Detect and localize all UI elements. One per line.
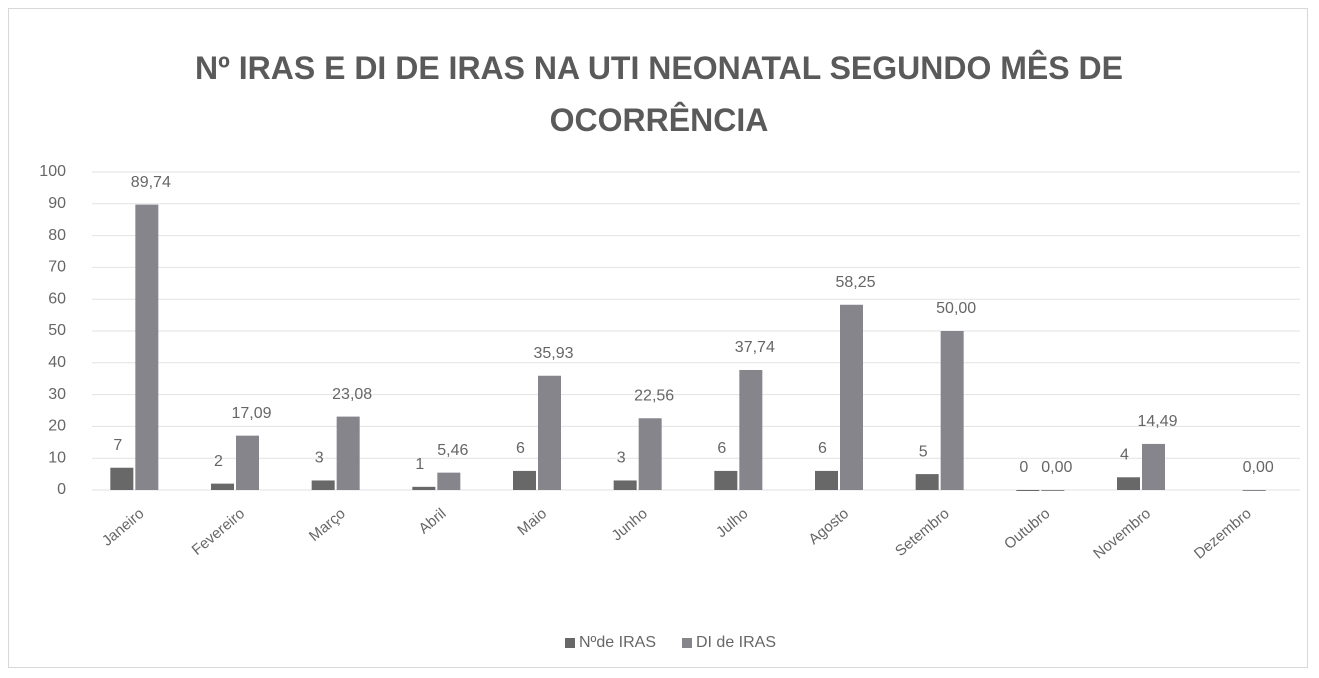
- x-tick-label: Junho: [609, 505, 651, 544]
- bar: [412, 486, 436, 490]
- data-label: 0,00: [1041, 459, 1072, 476]
- data-label: 0,00: [1243, 459, 1274, 476]
- x-tick-label: Julho: [713, 505, 751, 541]
- data-label: 37,74: [735, 339, 775, 356]
- bar: [1016, 490, 1040, 491]
- y-tick-label: 10: [48, 449, 66, 466]
- y-tick-label: 60: [48, 290, 66, 307]
- data-label: 58,25: [835, 274, 875, 291]
- data-label: 3: [315, 450, 324, 467]
- bar: [1142, 443, 1165, 490]
- x-tick-label: Abril: [416, 505, 450, 537]
- bar: [915, 474, 939, 490]
- legend-label: DI de IRAS: [696, 634, 776, 651]
- bar: [613, 480, 637, 490]
- data-label: 2: [214, 453, 223, 470]
- y-tick-label: 0: [57, 481, 66, 498]
- y-tick-label: 50: [48, 322, 66, 339]
- data-label: 22,56: [634, 387, 674, 404]
- data-label: 6: [717, 440, 726, 457]
- x-tick-label: Dezembro: [1191, 505, 1255, 563]
- bar: [236, 435, 259, 490]
- data-label: 14,49: [1137, 413, 1177, 430]
- bar: [135, 204, 159, 490]
- legend-label: Nºde IRAS: [579, 634, 656, 651]
- bar: [110, 467, 134, 490]
- y-tick-label: 100: [39, 163, 66, 180]
- bar: [437, 472, 461, 490]
- data-label: 3: [617, 450, 626, 467]
- data-label: 6: [818, 440, 827, 457]
- x-tick-label: Outubro: [1001, 505, 1053, 553]
- data-label: 1: [415, 456, 424, 473]
- bar: [638, 418, 662, 490]
- bar: [311, 480, 335, 490]
- bar: [538, 375, 561, 490]
- legend-swatch: [681, 638, 692, 648]
- x-tick-label: Setembro: [892, 505, 953, 560]
- y-tick-label: 30: [48, 386, 66, 403]
- bar: [815, 470, 838, 490]
- y-tick-label: 20: [48, 418, 66, 435]
- bar: [211, 483, 234, 490]
- chart-title: Nº IRAS E DI DE IRAS NA UTI NEONATAL SEG…: [195, 50, 1123, 138]
- bar: [513, 470, 536, 490]
- data-label: 50,00: [936, 300, 976, 317]
- bar: [1242, 490, 1266, 491]
- x-tick-label: Maio: [514, 505, 550, 539]
- bar: [840, 304, 863, 490]
- data-label: 7: [113, 437, 122, 454]
- x-tick-label: Março: [306, 505, 349, 545]
- x-tick-label: Agosto: [805, 505, 852, 548]
- data-label: 0: [1019, 459, 1028, 476]
- data-label: 6: [516, 440, 525, 457]
- x-tick-label: Janeiro: [99, 505, 148, 550]
- bar: [739, 369, 763, 490]
- data-label: 35,93: [533, 345, 573, 362]
- y-tick-label: 70: [48, 259, 66, 276]
- data-label: 5,46: [437, 442, 468, 459]
- legend-swatch: [565, 638, 575, 648]
- bar: [1041, 490, 1065, 491]
- y-tick-label: 80: [48, 227, 66, 244]
- bar: [1117, 477, 1140, 490]
- bar: [336, 416, 360, 490]
- data-label: 4: [1120, 446, 1129, 463]
- bar: [714, 470, 738, 490]
- x-tick-label: Fevereiro: [189, 505, 248, 559]
- y-tick-label: 90: [48, 195, 66, 212]
- data-label: 17,09: [231, 405, 271, 422]
- data-label: 23,08: [332, 386, 372, 403]
- chart-frame: [8, 8, 1308, 668]
- data-label: 5: [919, 443, 928, 460]
- bar: [940, 331, 964, 490]
- y-tick-label: 40: [48, 354, 66, 371]
- x-tick-label: Novembro: [1090, 505, 1154, 563]
- data-label: 89,74: [131, 174, 171, 191]
